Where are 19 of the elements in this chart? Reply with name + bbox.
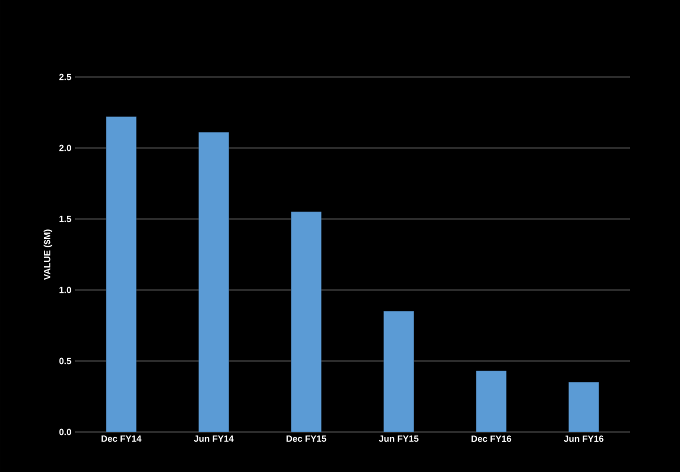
x-tick-label: Dec FY14 (102, 436, 142, 442)
x-tick-label: Dec FY15 (286, 436, 326, 442)
bar (291, 212, 322, 432)
bar (384, 311, 414, 432)
y-tick-label: 0.5 (59, 358, 72, 364)
x-tick-label: Dec FY16 (472, 436, 512, 442)
y-tick-label: 0.0 (59, 428, 72, 436)
bar (568, 382, 599, 432)
y-axis-title: VALUE ($M) (44, 230, 52, 280)
x-tick-label: Jun FY15 (378, 436, 418, 442)
y-tick-label: 1.0 (60, 286, 72, 294)
bar (106, 116, 136, 432)
x-tick-label: Jun FY14 (194, 436, 234, 442)
y-tick-label: 2.5 (59, 74, 72, 80)
y-tick-label: 1.5 (60, 216, 72, 222)
y-tick-label: 2.0 (59, 144, 72, 152)
bar (198, 132, 229, 432)
x-tick-label: Jun FY16 (564, 436, 604, 442)
bar (476, 370, 506, 432)
